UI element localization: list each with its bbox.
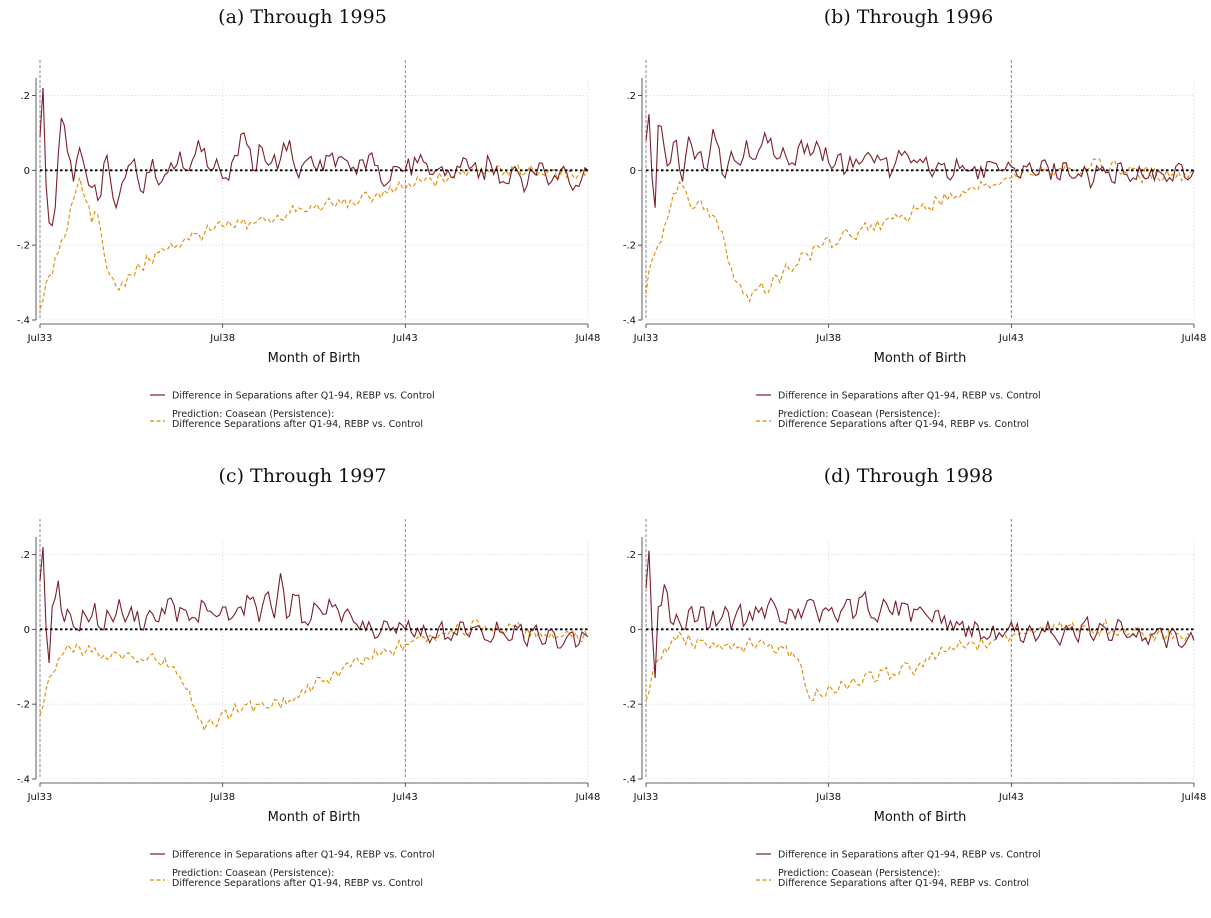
series-line-difference — [645, 550, 1195, 679]
y-tick-label: .2 — [626, 550, 636, 561]
legend-label-prediction-line2: Difference Separations after Q1-94, REBP… — [778, 878, 1029, 889]
x-tick-label: Jul33 — [27, 333, 53, 344]
x-tick-label: Jul38 — [209, 792, 235, 803]
series-line-prediction — [645, 158, 1195, 303]
x-axis-title: Month of Birth — [874, 810, 967, 825]
x-tick-label: Jul48 — [1181, 333, 1207, 344]
series-line-prediction — [645, 618, 1195, 701]
y-tick-label: -.2 — [623, 241, 636, 252]
legend-label-difference: Difference in Separations after Q1-94, R… — [778, 850, 1041, 861]
y-tick-label: 0 — [24, 166, 30, 177]
legend-label-prediction-line1: Prediction: Coasean (Persistence): — [172, 868, 334, 879]
chart-title: (d) Through 1998 — [823, 465, 994, 487]
series-line-difference — [39, 87, 589, 227]
chart-panel-a: (a) Through 1995 .2 0 -.2 -.4 Jul33 Jul38 Jul4… — [0, 0, 605, 459]
legend-label-difference: Difference in Separations after Q1-94, R… — [172, 850, 435, 861]
x-tick-label: Jul38 — [815, 792, 841, 803]
legend-label-prediction-line1: Prediction: Coasean (Persistence): — [778, 409, 940, 420]
y-tick-label: .2 — [626, 91, 636, 102]
y-tick-label: -.4 — [17, 775, 30, 786]
legend-label-prediction-line1: Prediction: Coasean (Persistence): — [778, 868, 940, 879]
legend-label-prediction-line2: Difference Separations after Q1-94, REBP… — [172, 419, 423, 430]
x-tick-label: Jul33 — [633, 792, 659, 803]
series-line-difference — [39, 546, 589, 664]
chart-title: (a) Through 1995 — [218, 6, 387, 28]
x-tick-label: Jul33 — [27, 792, 53, 803]
line-chart: .2 0 -.2 -.4 Jul33 Jul38 Jul43 Jul48 Month of Bi… — [17, 60, 601, 430]
x-tick-label: Jul43 — [998, 792, 1024, 803]
legend-label-difference: Difference in Separations after Q1-94, R… — [778, 391, 1041, 402]
y-tick-label: .2 — [20, 550, 30, 561]
x-tick-label: Jul48 — [575, 792, 601, 803]
y-tick-label: -.2 — [623, 700, 636, 711]
y-tick-label: .2 — [20, 91, 30, 102]
x-axis-title: Month of Birth — [874, 351, 967, 366]
x-tick-label: Jul43 — [392, 333, 418, 344]
y-tick-label: -.4 — [623, 316, 636, 327]
y-tick-label: -.2 — [17, 241, 30, 252]
x-tick-label: Jul48 — [575, 333, 601, 344]
y-tick-label: -.4 — [623, 775, 636, 786]
line-chart: .2 0 -.2 -.4 Jul33 Jul38 Jul43 Jul48 Month of Bi… — [17, 519, 601, 889]
y-tick-label: 0 — [24, 625, 30, 636]
y-tick-label: -.2 — [17, 700, 30, 711]
chart-title: (c) Through 1997 — [218, 465, 387, 487]
legend-label-prediction-line2: Difference Separations after Q1-94, REBP… — [778, 419, 1029, 430]
line-chart: .2 0 -.2 -.4 Jul33 Jul38 Jul43 Jul48 Month of Bi… — [623, 519, 1207, 889]
x-axis-title: Month of Birth — [268, 351, 361, 366]
y-tick-label: -.4 — [17, 316, 30, 327]
x-tick-label: Jul38 — [209, 333, 235, 344]
x-axis-title: Month of Birth — [268, 810, 361, 825]
legend-label-prediction-line2: Difference Separations after Q1-94, REBP… — [172, 878, 423, 889]
legend-label-prediction-line1: Prediction: Coasean (Persistence): — [172, 409, 334, 420]
legend-label-difference: Difference in Separations after Q1-94, R… — [172, 391, 435, 402]
chart-title: (b) Through 1996 — [823, 6, 994, 28]
x-tick-label: Jul43 — [998, 333, 1024, 344]
x-tick-label: Jul43 — [392, 792, 418, 803]
chart-panel-c: (c) Through 1997 .2 0 -.2 -.4 Jul33 Jul38 Jul4… — [0, 459, 605, 918]
series-line-difference — [645, 114, 1195, 208]
x-tick-label: Jul38 — [815, 333, 841, 344]
series-line-prediction — [39, 163, 589, 309]
x-tick-label: Jul48 — [1181, 792, 1207, 803]
y-tick-label: 0 — [630, 625, 636, 636]
y-tick-label: 0 — [630, 166, 636, 177]
x-tick-label: Jul33 — [633, 333, 659, 344]
chart-panel-d: (d) Through 1998 .2 0 -.2 -.4 Jul33 Jul38 Jul4… — [606, 459, 1211, 918]
chart-panel-b: (b) Through 1996 .2 0 -.2 -.4 Jul33 Jul38 Jul4… — [606, 0, 1211, 459]
line-chart: .2 0 -.2 -.4 Jul33 Jul38 Jul43 Jul48 Month of Bi… — [623, 60, 1207, 430]
